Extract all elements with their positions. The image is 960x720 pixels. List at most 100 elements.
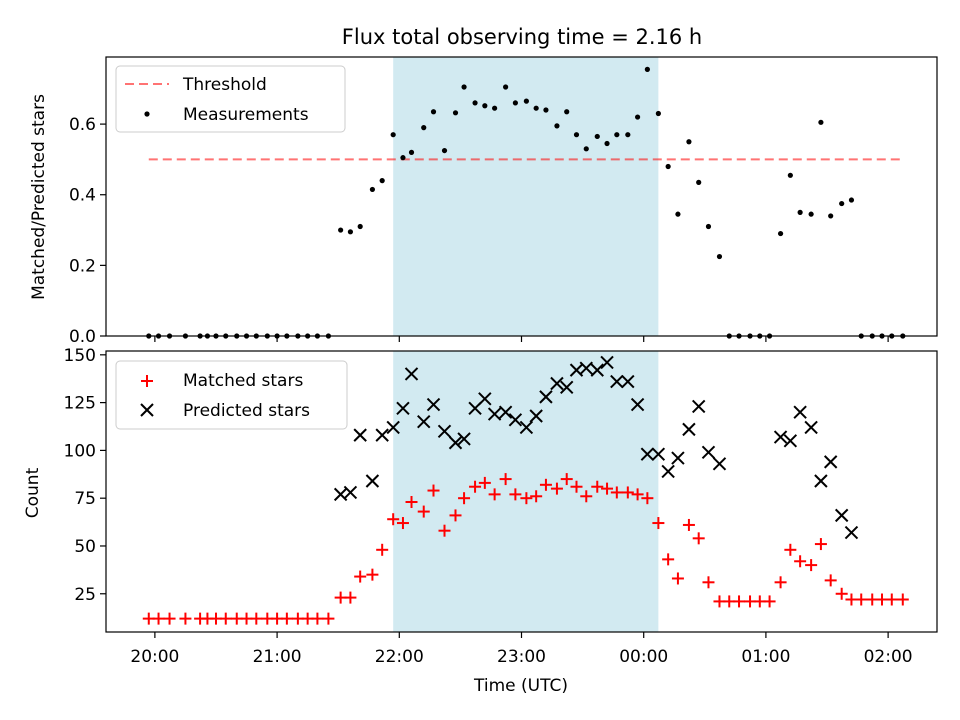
top-legend: Threshold Measurements	[115, 65, 346, 133]
matched-point	[885, 593, 898, 606]
measurement-point	[573, 132, 580, 138]
predicted-point	[682, 422, 696, 437]
matched-point	[896, 593, 909, 606]
predicted-point	[671, 451, 685, 465]
measurement-point	[482, 103, 488, 109]
measurement-point	[696, 179, 702, 185]
matched-point	[376, 543, 389, 556]
predicted-point	[343, 485, 358, 500]
top-y-axis-label: Matched/Predicted stars	[29, 94, 49, 300]
top-y-ticks: 0.0 0.2 0.4 0.6	[69, 115, 106, 347]
measurement-point	[594, 133, 600, 140]
predicted-point	[773, 430, 788, 444]
bottom-y-tick-label: 150	[64, 346, 96, 366]
matched-point	[530, 490, 543, 503]
matched-point	[631, 488, 644, 501]
predicted-point	[529, 409, 543, 423]
measurement-point	[338, 227, 344, 233]
x-tick-label: 22:00	[375, 647, 424, 667]
matched-point	[458, 492, 471, 505]
predicted-point	[630, 397, 645, 412]
matched-point	[499, 473, 512, 486]
predicted-point	[457, 432, 471, 446]
predicted-point	[640, 447, 655, 461]
matched-point	[560, 473, 573, 486]
measurement-point	[839, 200, 845, 207]
x-tick-label: 02:00	[864, 647, 913, 667]
matched-point	[311, 612, 324, 625]
measurement-point	[554, 123, 560, 129]
matched-legend-label: Matched stars	[183, 371, 303, 391]
bottom-y-tick-label: 50	[74, 537, 96, 557]
top-y-tick-label: 0.2	[69, 256, 96, 276]
measurement-point	[644, 66, 650, 72]
predicted-point	[539, 390, 553, 404]
x-tick-label: 01:00	[741, 647, 790, 667]
predicted-point	[560, 380, 574, 395]
matched-point	[163, 612, 176, 625]
predicted-point	[437, 424, 452, 438]
matched-point	[438, 524, 451, 537]
matched-point	[805, 559, 818, 572]
measurement-point	[583, 146, 589, 152]
measurement-point	[634, 114, 641, 120]
predicted-point	[844, 525, 859, 540]
predicted-point	[691, 399, 706, 414]
matched-point	[280, 612, 293, 625]
matched-point	[733, 595, 746, 608]
matched-point	[179, 612, 192, 625]
matched-point	[855, 593, 868, 606]
x-tick-label: 21:00	[253, 647, 302, 667]
top-y-tick-label: 0.6	[69, 115, 96, 135]
matched-point	[692, 532, 705, 545]
x-tick-label: 20:00	[130, 647, 179, 667]
measurement-point	[564, 109, 570, 115]
matched-point	[354, 570, 367, 583]
top-y-tick-label: 0.4	[69, 186, 96, 206]
matched-point	[366, 568, 379, 581]
measurement-legend-label: Measurements	[183, 105, 309, 125]
matched-point	[794, 555, 807, 568]
bottom-axes-frame	[105, 350, 938, 633]
predicted-legend-label: Predicted stars	[183, 401, 310, 421]
measurement-point	[523, 98, 529, 104]
matched-point	[469, 480, 482, 493]
measurement-point	[848, 197, 855, 203]
predicted-point	[404, 367, 419, 381]
matched-point	[250, 612, 263, 625]
measurement-point	[533, 105, 539, 111]
predicted-point	[600, 355, 614, 370]
measurement-point	[472, 100, 478, 106]
predicted-point	[396, 401, 410, 416]
matched-point	[621, 486, 634, 499]
predicted-point	[590, 363, 604, 377]
predicted-point	[823, 455, 838, 469]
matched-point	[478, 476, 491, 489]
x-axis-label: Time (UTC)	[473, 676, 568, 696]
matched-point	[763, 595, 776, 608]
measurement-point	[503, 84, 509, 90]
matched-point	[682, 518, 695, 531]
measurement-points	[146, 66, 906, 339]
matched-point	[539, 478, 552, 491]
matched-point	[641, 492, 654, 505]
measurement-point	[797, 209, 803, 215]
predicted-point	[610, 374, 624, 389]
predicted-point	[712, 457, 727, 471]
matched-point	[405, 496, 418, 509]
predicted-point	[814, 474, 828, 488]
measurement-point	[400, 155, 406, 161]
matched-points	[142, 473, 909, 625]
matched-point	[784, 543, 797, 556]
predicted-points	[333, 355, 859, 540]
measurement-point	[818, 119, 824, 125]
measurement-point	[512, 100, 518, 106]
matched-point	[488, 488, 501, 501]
top-y-tick-label: 0.0	[69, 327, 96, 347]
matched-point	[601, 482, 614, 495]
predicted-point	[701, 445, 716, 460]
measurement-point	[828, 213, 834, 219]
matched-point	[152, 612, 165, 625]
matched-point	[509, 488, 522, 501]
